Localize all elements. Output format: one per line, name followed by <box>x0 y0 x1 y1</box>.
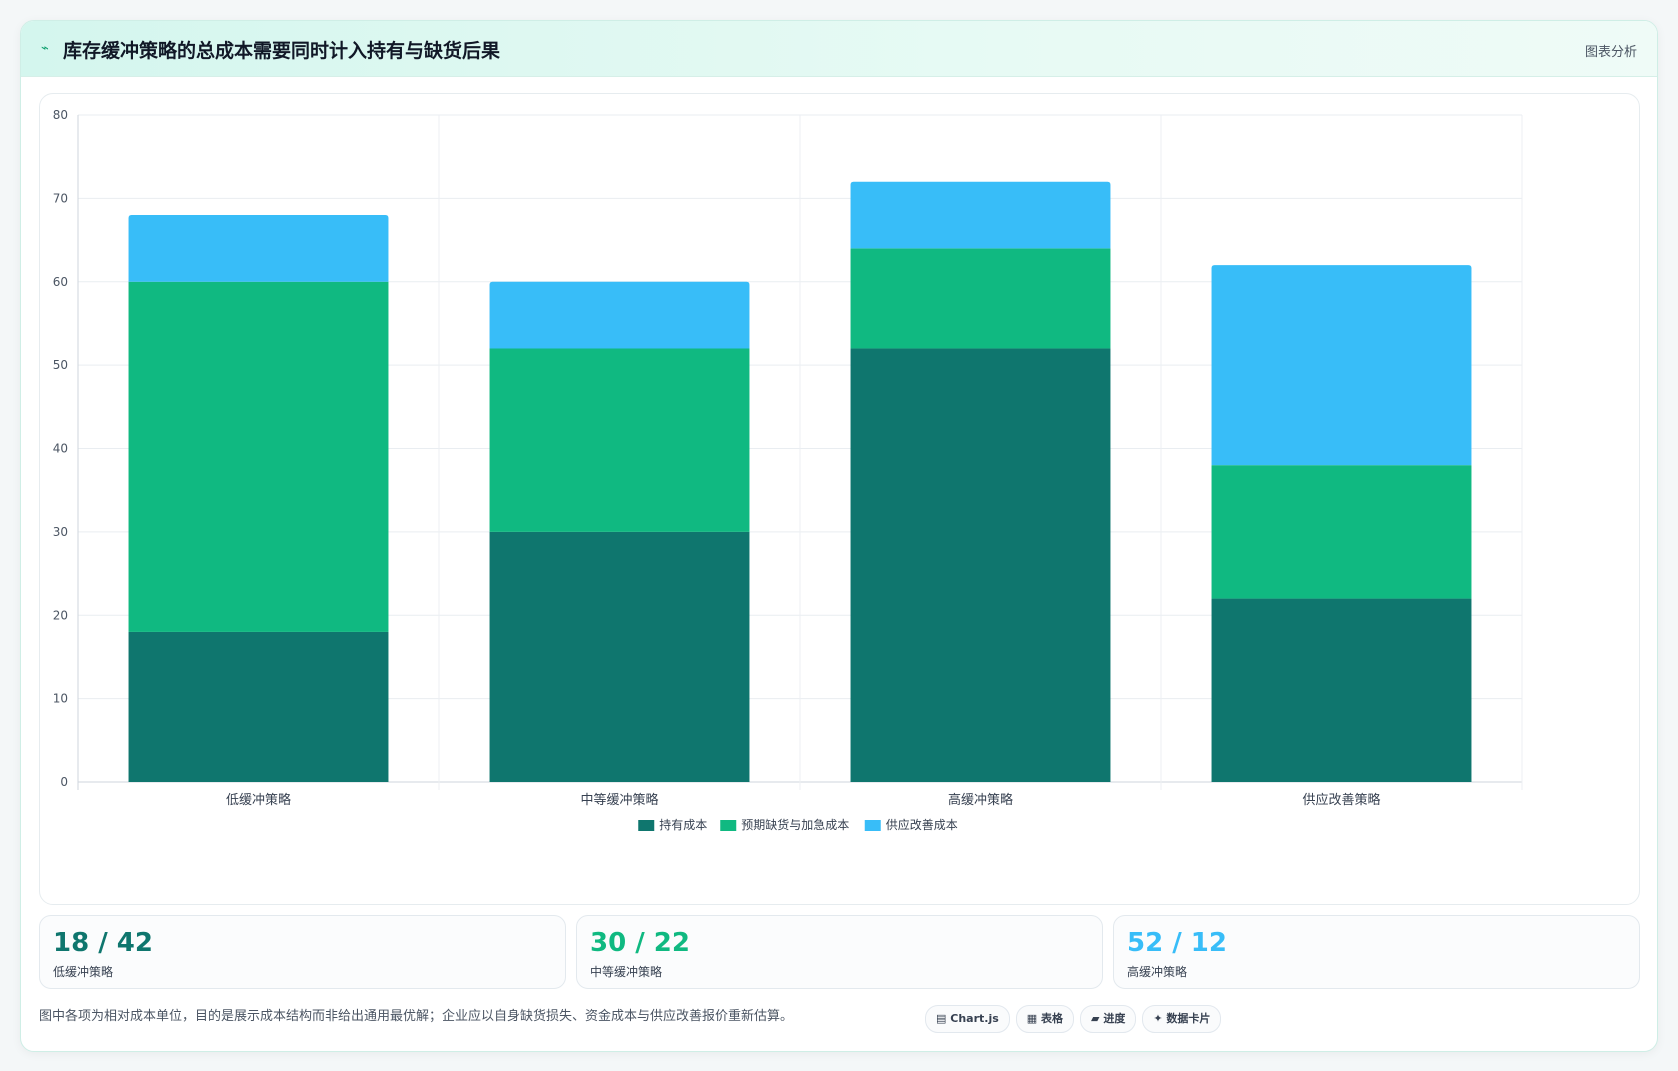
bar-segment <box>489 281 750 349</box>
chart-title: 库存缓冲策略的总成本需要同时计入持有与缺货后果 <box>63 40 501 62</box>
y-tick-label: 10 <box>53 692 68 706</box>
stat-value: 18 / 42 <box>53 928 153 958</box>
y-tick-label: 40 <box>53 442 68 456</box>
stat-label: 高缓冲策略 <box>1127 965 1188 979</box>
stat-value: 52 / 12 <box>1127 928 1227 958</box>
pill-table[interactable]: ▦ 表格 <box>1015 1005 1075 1033</box>
stat-card-medium: 30 / 22 中等缓冲策略 <box>576 915 1103 989</box>
x-tick-label: 低缓冲策略 <box>226 792 291 808</box>
legend-label: 供应改善成本 <box>886 817 958 832</box>
feature-pills: ▤ Chart.js ▦ 表格 ▰ 进度 ✦ 数据卡片 <box>925 1005 1227 1033</box>
x-tick-label: 中等缓冲策略 <box>580 792 658 808</box>
bar-segment <box>850 248 1111 349</box>
bar-segment <box>1211 265 1472 466</box>
y-tick-label: 30 <box>53 525 68 539</box>
y-tick-label: 60 <box>53 275 68 289</box>
bar-segment <box>128 215 389 282</box>
card-header: ⌁ 库存缓冲策略的总成本需要同时计入持有与缺货后果 图表分析 <box>21 21 1657 77</box>
x-tick-label: 供应改善策略 <box>1302 792 1380 808</box>
stacked-bar-chart: 0 10 20 30 40 50 60 70 80 低缓冲策略 中等缓冲策略 高缓冲策略 供应改善策略持… <box>53 108 1523 832</box>
stat-card-low: 18 / 42 低缓冲策略 <box>39 915 566 989</box>
legend-label: 预期缺货与加急成本 <box>741 817 849 832</box>
progress-icon: ▰ <box>1091 1012 1100 1025</box>
stat-label: 中等缓冲策略 <box>590 965 663 979</box>
bar-segment <box>489 531 750 782</box>
bar-segment <box>850 348 1111 782</box>
chart-card: ⌁ 库存缓冲策略的总成本需要同时计入持有与缺货后果 图表分析 0 10 20 30 40… <box>20 20 1658 1052</box>
bar-segment <box>1211 598 1472 782</box>
legend-label: 持有成本 <box>659 817 707 832</box>
stat-card-high: 52 / 12 高缓冲策略 <box>1113 915 1640 989</box>
y-tick-label: 0 <box>60 775 68 789</box>
y-tick-label: 20 <box>53 608 68 622</box>
stat-value: 30 / 22 <box>590 928 690 958</box>
stat-cards: 18 / 42 低缓冲策略 30 / 22 中等缓冲策略 52 / 12 高缓冲… <box>39 915 1640 991</box>
y-tick-label: 80 <box>53 108 68 122</box>
legend-swatch <box>638 820 655 831</box>
legend-swatch <box>864 820 881 831</box>
table-icon: ▦ <box>1026 1012 1038 1025</box>
bar-segment <box>1211 465 1472 599</box>
x-tick-label: 高缓冲策略 <box>948 792 1013 808</box>
pill-progress[interactable]: ▰ 进度 <box>1080 1005 1137 1033</box>
y-tick-label: 50 <box>53 358 68 372</box>
pill-chartjs[interactable]: ▤ Chart.js <box>925 1005 1010 1033</box>
y-tick-label: 70 <box>53 191 68 205</box>
bar-segment <box>128 631 389 782</box>
header-tag: 图表分析 <box>1584 45 1637 60</box>
chart-icon: ▤ <box>936 1012 947 1025</box>
legend-swatch <box>720 820 737 831</box>
bar-segment <box>128 281 389 632</box>
chart-panel: 0 10 20 30 40 50 60 70 80 低缓冲策略 中等缓冲策略 高缓冲策略 供应改善策略持… <box>39 93 1640 905</box>
trend-icon: ⌁ <box>41 41 49 56</box>
footnote: 图中各项为相对成本单位，目的是展示成本结构而非给出通用最优解；企业应以自身缺货损… <box>39 1009 794 1024</box>
bar-segment <box>489 348 750 532</box>
bar-segment <box>850 181 1111 249</box>
stat-label: 低缓冲策略 <box>53 965 114 979</box>
pill-datacard[interactable]: ✦ 数据卡片 <box>1142 1005 1222 1033</box>
sparkle-icon: ✦ <box>1153 1012 1163 1025</box>
